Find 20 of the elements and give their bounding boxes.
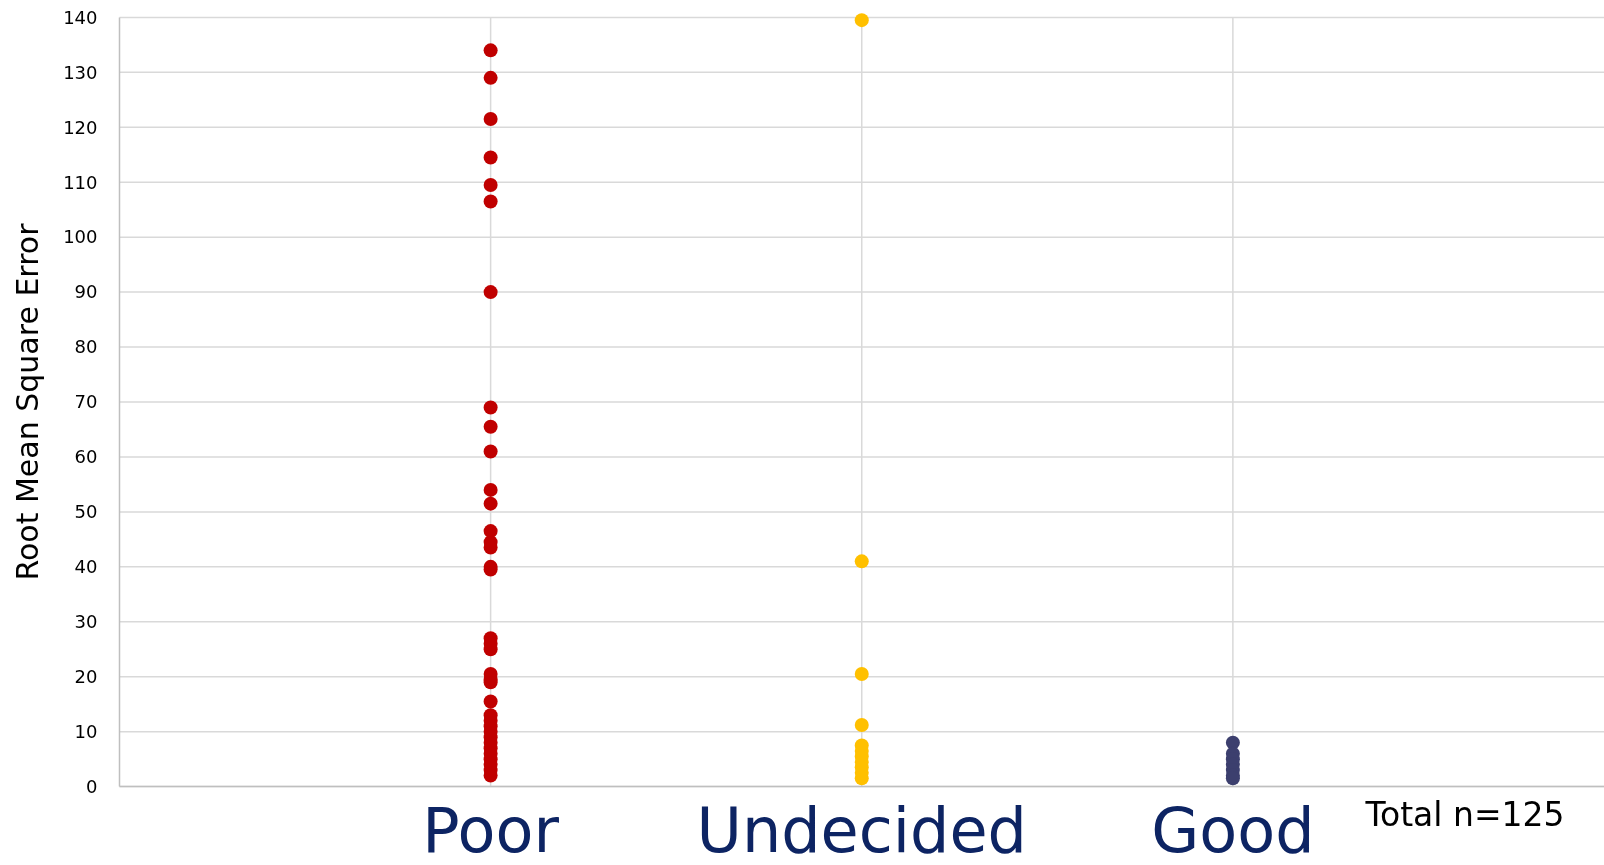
x-tick-label: Poor	[422, 794, 560, 865]
y-tick-label: 40	[74, 556, 98, 578]
y-tick-label: 80	[74, 336, 98, 358]
y-tick-label: 120	[63, 116, 98, 138]
y-tick-label: 90	[74, 281, 98, 303]
y-tick-label: 140	[63, 6, 98, 28]
y-tick-label: 50	[74, 501, 98, 523]
x-tick-label: Good	[1151, 794, 1315, 865]
y-tick-label: 70	[74, 391, 98, 413]
y-axis-title: Root Mean Square Error	[10, 222, 45, 581]
y-tick-label: 0	[86, 775, 98, 797]
y-tick-label: 100	[63, 226, 98, 248]
y-tick-label: 130	[63, 61, 98, 83]
y-tick-label: 60	[74, 446, 98, 468]
y-tick-label: 10	[74, 720, 98, 742]
y-tick-label: 110	[63, 171, 98, 193]
y-tick-label: 20	[74, 666, 98, 688]
text: Total n=125	[1364, 795, 1565, 834]
y-tick-label: 30	[74, 611, 98, 633]
x-tick-label: Undecided	[696, 794, 1027, 865]
